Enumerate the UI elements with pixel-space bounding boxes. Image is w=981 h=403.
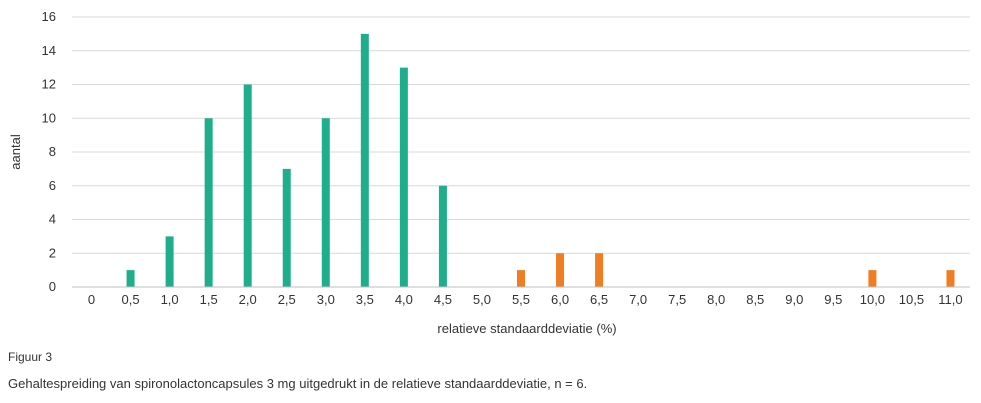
y-axis-ticks: 0 2 4 6 8 10 12 14 16: [42, 9, 56, 294]
y-axis-title: aantal: [8, 134, 23, 170]
x-tick-label: 10,5: [899, 292, 924, 307]
figure-label: Figuur 3: [8, 350, 53, 364]
x-tick-label: 8,0: [707, 292, 725, 307]
y-tick-label: 16: [42, 9, 56, 24]
x-tick-label: 2,0: [239, 292, 257, 307]
x-tick-label: 1,0: [161, 292, 179, 307]
bar: [868, 270, 877, 287]
x-tick-label: 0,5: [122, 292, 140, 307]
x-tick-label: 9,5: [824, 292, 842, 307]
bar: [595, 253, 604, 287]
bar: [126, 270, 135, 287]
figure-caption: Gehaltespreiding van spironolactoncapsul…: [8, 376, 588, 391]
bars: [126, 33, 955, 287]
x-tick-label: 5,5: [512, 292, 530, 307]
bar: [204, 118, 213, 287]
y-tick-label: 0: [49, 279, 56, 294]
x-tick-label: 2,5: [278, 292, 296, 307]
gridlines: [72, 16, 970, 254]
y-tick-label: 4: [49, 212, 56, 227]
y-tick-label: 10: [42, 110, 56, 125]
x-tick-label: 8,5: [746, 292, 764, 307]
x-tick-label: 6,0: [551, 292, 569, 307]
x-tick-label: 3,5: [356, 292, 374, 307]
x-axis-title: relatieve standaarddeviatie (%): [437, 321, 616, 336]
bar: [243, 84, 252, 287]
bar: [438, 185, 447, 287]
bar: [360, 33, 369, 287]
x-tick-label: 5,0: [473, 292, 491, 307]
x-tick-label: 6,5: [590, 292, 608, 307]
x-tick-label: 7,5: [668, 292, 686, 307]
bar: [946, 270, 955, 287]
bar: [282, 168, 291, 287]
y-tick-label: 14: [42, 43, 56, 58]
y-tick-label: 2: [49, 245, 56, 260]
y-tick-label: 8: [49, 144, 56, 159]
x-axis-ticks: 0 0,5 1,0 1,5 2,0 2,5 3,0 3,5 4,0 4,5 5,0 5,5 6,0 6,5…: [88, 292, 963, 307]
x-tick-label: 1,5: [200, 292, 218, 307]
x-tick-label: 3,0: [317, 292, 335, 307]
bar: [556, 253, 565, 287]
x-tick-label: 4,5: [434, 292, 452, 307]
bar: [517, 270, 525, 287]
x-tick-label: 10,0: [860, 292, 885, 307]
x-tick-label: 11,0: [938, 292, 962, 307]
bar: [165, 236, 174, 287]
bar: [399, 67, 408, 287]
y-tick-label: 6: [49, 178, 56, 193]
x-tick-label: 0: [88, 292, 95, 307]
y-tick-label: 12: [42, 77, 56, 92]
x-tick-label: 7,0: [629, 292, 647, 307]
x-tick-label: 4,0: [395, 292, 413, 307]
x-tick-label: 9,0: [785, 292, 803, 307]
bar: [321, 118, 330, 287]
bar-chart: 0 2 4 6 8 10 12 14 16 0 0,5 1,0 1,5 2,0 2,5 3,0 3,5 4,0 4…: [8, 9, 970, 336]
